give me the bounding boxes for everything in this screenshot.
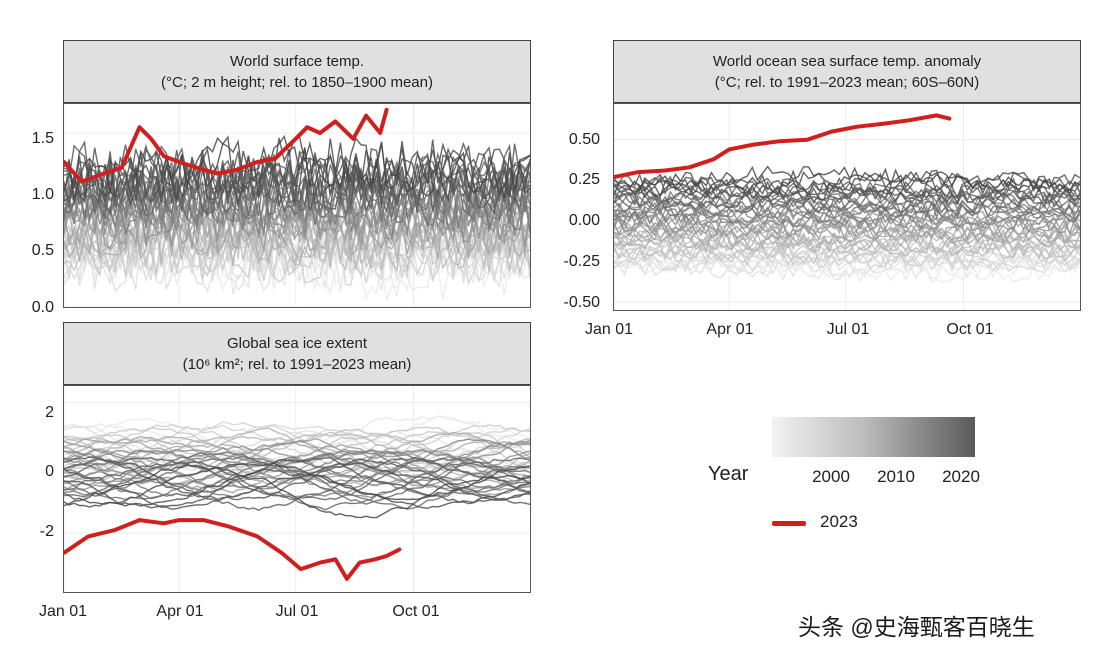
panel2-plot xyxy=(613,103,1081,311)
historical-year-line xyxy=(64,151,530,221)
panel3-subtitle: (10⁶ km²; rel. to 1991–2023 mean) xyxy=(182,355,412,373)
panel3-ytick: 0 xyxy=(45,463,54,480)
historical-year-line xyxy=(614,175,1080,206)
historical-year-line xyxy=(614,200,1080,231)
legend-2023-swatch xyxy=(772,521,806,526)
historical-year-line xyxy=(614,242,1080,274)
historical-year-line xyxy=(64,461,530,511)
panel1-plot xyxy=(63,103,531,308)
panel2-xtick: Oct 01 xyxy=(946,321,994,338)
historical-year-line xyxy=(614,171,1080,201)
historical-year-line xyxy=(614,165,1080,195)
panel1-ytick: 1.5 xyxy=(31,130,54,147)
panel1-ytick: 1.0 xyxy=(31,186,54,203)
legend-2023-label: 2023 xyxy=(820,512,858,531)
historical-year-line xyxy=(614,241,1080,270)
panel2-ytick: -0.50 xyxy=(563,294,600,311)
panel1-title-strip: World surface temp. (°C; 2 m height; rel… xyxy=(63,40,531,103)
panel2-ytick: 0.25 xyxy=(568,171,600,188)
panel2-ytick: -0.25 xyxy=(563,253,600,270)
legend-scale-label: 2000 xyxy=(812,467,850,486)
historical-year-line xyxy=(614,222,1080,253)
historical-year-line xyxy=(614,220,1080,253)
panel3-chart xyxy=(64,386,530,592)
historical-year-line xyxy=(64,464,530,519)
panel2-xtick: Apr 01 xyxy=(706,321,754,338)
historical-year-line xyxy=(64,139,530,206)
legend-title: Year xyxy=(708,463,749,485)
historical-year-line xyxy=(64,468,530,510)
panel3-ytick: -2 xyxy=(39,523,54,540)
historical-year-line xyxy=(64,140,530,211)
historical-year-line xyxy=(64,440,530,488)
historical-year-line xyxy=(64,217,530,286)
panel1-title: World surface temp. xyxy=(230,52,364,70)
historical-year-line xyxy=(64,196,530,265)
historical-year-line xyxy=(614,177,1080,208)
panel1-ytick: 0.5 xyxy=(31,242,54,259)
series-2023-line xyxy=(64,518,402,581)
historical-year-line xyxy=(614,169,1080,200)
historical-year-line xyxy=(64,424,530,472)
historical-year-line xyxy=(64,450,530,498)
historical-year-line xyxy=(64,456,530,506)
historical-year-line xyxy=(64,455,530,510)
panel3-ytick: 2 xyxy=(45,404,54,421)
historical-year-line xyxy=(64,448,530,489)
panel2-chart xyxy=(614,104,1080,310)
legend-year-gradient xyxy=(772,417,975,457)
historical-year-line xyxy=(64,198,530,266)
panel1-chart xyxy=(64,104,530,307)
watermark: 头条 @史海甄客百晓生 xyxy=(798,614,1035,640)
panel1-subtitle: (°C; 2 m height; rel. to 1850–1900 mean) xyxy=(161,73,433,91)
historical-year-line xyxy=(64,462,530,510)
panel2-title: World ocean sea surface temp. anomaly xyxy=(712,52,982,70)
panel2-xtick: Jan 01 xyxy=(584,321,634,338)
legend-scale-label: 2010 xyxy=(877,467,915,486)
series-2023-line xyxy=(614,113,952,179)
historical-year-line xyxy=(614,166,1080,199)
panel3-xtick: Apr 01 xyxy=(156,603,204,620)
panel2-ytick: 0.00 xyxy=(568,212,600,229)
historical-year-line xyxy=(64,449,530,498)
historical-year-line xyxy=(64,136,530,206)
historical-year-line xyxy=(614,204,1080,236)
historical-year-line xyxy=(64,438,530,485)
panel2-ytick: 0.50 xyxy=(568,131,600,148)
panel3-plot xyxy=(63,385,531,593)
panel3-xtick: Jan 01 xyxy=(38,603,88,620)
series-2023-line xyxy=(64,107,389,184)
panel2-xtick: Jul 01 xyxy=(826,321,870,338)
panel2-subtitle: (°C; rel. to 1991–2023 mean; 60S–60N) xyxy=(714,73,980,91)
historical-year-line xyxy=(64,462,530,508)
panel3-title: Global sea ice extent xyxy=(226,334,368,352)
panel3-xtick: Oct 01 xyxy=(392,603,440,620)
panel1-ytick: 0.0 xyxy=(31,299,54,316)
panel3-xtick: Jul 01 xyxy=(275,603,319,620)
historical-year-line xyxy=(64,457,530,509)
legend-scale-label: 2020 xyxy=(942,467,980,486)
panel2-title-strip: World ocean sea surface temp. anomaly (°… xyxy=(613,40,1081,103)
panel3-title-strip: Global sea ice extent (10⁶ km²; rel. to … xyxy=(63,322,531,385)
